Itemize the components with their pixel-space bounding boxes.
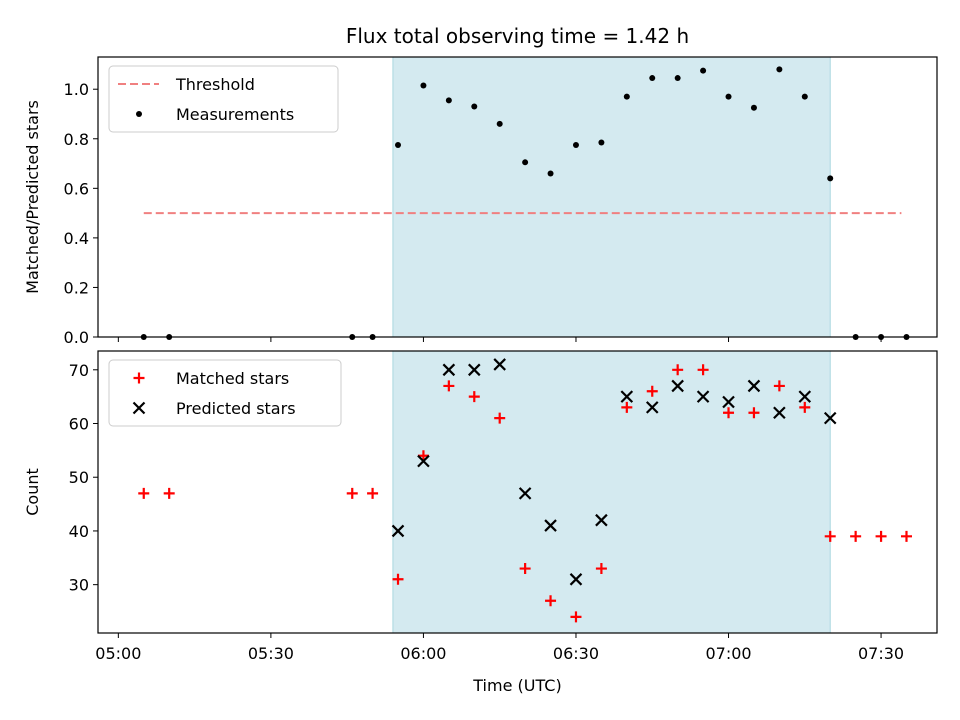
predicted-star-point — [747, 379, 761, 393]
measurement-point — [776, 66, 783, 73]
y-tick-label: 70 — [69, 361, 89, 380]
measurement-point — [522, 159, 529, 166]
matched-star-point — [621, 401, 633, 413]
matched-star-point — [672, 364, 684, 376]
y-tick-label: 0.0 — [64, 328, 89, 347]
legend-box — [108, 65, 339, 133]
matched-star-point — [392, 573, 404, 585]
y-tick-label: 0.2 — [64, 278, 89, 297]
matched-star-point — [519, 563, 531, 575]
matched-star-point — [875, 530, 887, 542]
measurement-point — [674, 75, 681, 82]
axes-frame — [97, 56, 938, 338]
predicted-star-point — [620, 390, 634, 403]
y-tick-label: 60 — [69, 415, 89, 434]
measurement-point — [801, 93, 808, 100]
legend-predicted-swatch — [132, 401, 146, 415]
matched-star-point — [163, 487, 175, 499]
y-tick-label: 30 — [69, 576, 89, 595]
y-tick-label: 0.4 — [64, 229, 89, 248]
matched-star-point — [367, 487, 379, 499]
measurement-point — [445, 97, 452, 104]
predicted-star-point — [518, 487, 532, 500]
predicted-star-point — [696, 390, 710, 403]
predicted-star-point — [595, 513, 608, 527]
axes-frame — [97, 350, 938, 634]
y-tick-label: 50 — [69, 468, 89, 487]
matched-star-point — [850, 530, 862, 542]
predicted-star-point — [493, 358, 506, 371]
matched-star-point — [595, 563, 607, 575]
matched-star-point — [697, 364, 709, 376]
legend-label: Threshold — [175, 75, 255, 94]
measurement-point — [827, 175, 834, 182]
predicted-star-point — [823, 411, 837, 425]
matched-star-point — [900, 530, 912, 542]
legend-matched-swatch — [133, 372, 145, 384]
predicted-star-point — [722, 395, 735, 409]
matched-star-point — [748, 407, 760, 419]
top-panel: 0.0 0.2 0.4 0.6 0.8 1.0 Flux total observing t… — [23, 24, 938, 347]
matched-star-point — [417, 450, 429, 462]
matched-star-point — [799, 401, 811, 413]
matched-star-point — [646, 385, 658, 397]
predicted-star-point — [417, 454, 430, 468]
x-tick-label: 05:00 — [95, 644, 141, 663]
matched-star-point — [138, 487, 150, 499]
predicted-star-point — [442, 363, 456, 377]
matched-star-point — [346, 487, 358, 499]
y-axis-label: Count — [23, 468, 42, 516]
matched-star-point — [824, 530, 836, 542]
measurement-point — [547, 170, 554, 177]
measurement-point — [572, 141, 579, 148]
matched-star-point — [723, 407, 735, 419]
measurement-point — [496, 120, 503, 127]
legend-box — [108, 359, 342, 427]
chart-title: Flux total observing time = 1.42 h — [346, 24, 689, 48]
y-tick-label: 0.8 — [64, 130, 89, 149]
predicted-star-point — [468, 363, 481, 377]
measurement-point — [725, 93, 732, 100]
measurement-point — [420, 82, 427, 89]
observing-window-shade — [392, 56, 831, 338]
x-tick-label: 06:00 — [400, 644, 446, 663]
x-tick-label: 06:30 — [553, 644, 599, 663]
y-tick-label: 40 — [69, 522, 89, 541]
matched-star-point — [494, 412, 506, 424]
matched-star-point — [773, 380, 785, 392]
matched-star-point — [443, 380, 455, 392]
x-tick-label: 07:30 — [858, 644, 904, 663]
predicted-star-point — [391, 524, 405, 538]
measurement-point — [750, 104, 757, 111]
matched-star-point — [570, 611, 582, 623]
legend-label: Measurements — [176, 105, 294, 124]
predicted-star-point — [569, 573, 583, 586]
x-axis-label: Time (UTC) — [472, 676, 561, 695]
x-tick-label: 05:30 — [248, 644, 294, 663]
y-tick-label: 1.0 — [64, 80, 89, 99]
predicted-star-point — [645, 401, 659, 414]
measurement-point — [623, 93, 630, 100]
legend-measurement-swatch — [136, 111, 142, 117]
legend-label: Matched stars — [176, 369, 289, 388]
measurement-point — [598, 139, 605, 146]
matched-star-point — [545, 595, 557, 607]
y-tick-label: 0.6 — [64, 179, 89, 198]
observing-window-shade — [392, 350, 831, 634]
measurement-point — [471, 103, 478, 110]
x-tick-label: 07:00 — [705, 644, 751, 663]
legend-label: Predicted stars — [176, 399, 296, 418]
predicted-star-point — [671, 379, 684, 393]
predicted-star-point — [544, 519, 557, 532]
measurement-point — [395, 141, 402, 148]
measurement-point — [700, 67, 707, 74]
y-axis-label: Matched/Predicted stars — [23, 100, 42, 294]
bottom-panel: 30 40 50 60 70 05:00 05:30 06:00 06:30 07:00 07:30… — [23, 350, 938, 695]
predicted-star-point — [798, 390, 812, 403]
predicted-star-point — [773, 406, 786, 420]
measurement-point — [649, 75, 656, 82]
matched-star-point — [468, 391, 480, 403]
